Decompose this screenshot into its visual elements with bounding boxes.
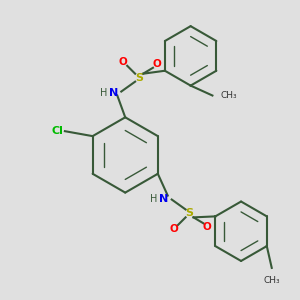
Text: CH₃: CH₃: [220, 91, 237, 100]
Text: N: N: [159, 194, 168, 203]
Text: H: H: [100, 88, 107, 98]
Text: S: S: [135, 73, 143, 83]
Text: O: O: [119, 57, 128, 67]
Text: O: O: [203, 222, 212, 232]
Text: N: N: [109, 88, 118, 98]
Text: CH₃: CH₃: [263, 276, 280, 285]
Text: O: O: [169, 224, 178, 234]
Text: H: H: [150, 194, 158, 203]
Text: S: S: [185, 208, 194, 218]
Text: Cl: Cl: [51, 126, 63, 136]
Text: O: O: [153, 59, 161, 69]
